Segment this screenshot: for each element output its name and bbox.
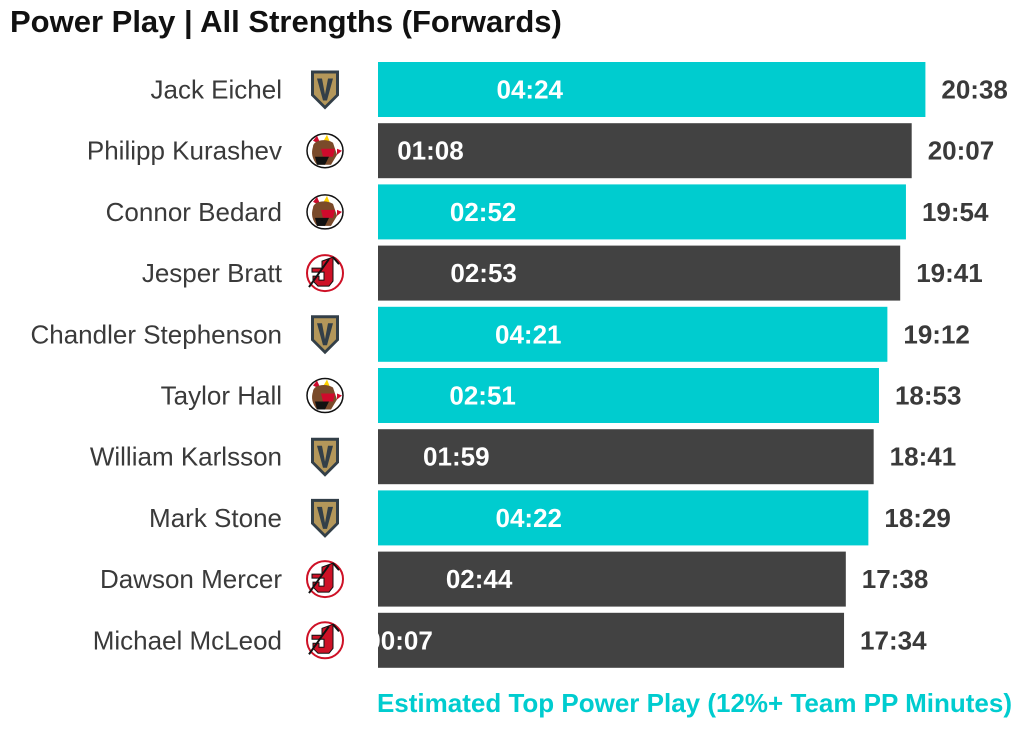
njd-logo-icon xyxy=(306,621,344,660)
chi-logo-icon xyxy=(306,132,344,169)
pp-time-label: 00:07 xyxy=(366,625,433,655)
pp-time-label: 02:51 xyxy=(449,381,516,411)
njd-logo-icon xyxy=(306,254,344,293)
pp-time-label: 01:59 xyxy=(423,442,490,472)
pp-time-label: 01:08 xyxy=(397,136,464,166)
bar xyxy=(378,612,845,668)
pp-time-label: 02:44 xyxy=(446,564,513,594)
total-time-label: 20:38 xyxy=(941,75,1008,105)
category-label: Jesper Bratt xyxy=(142,258,283,288)
bar xyxy=(378,123,912,179)
vgk-logo-icon xyxy=(311,498,339,538)
total-time-label: 19:12 xyxy=(903,319,970,349)
category-label: Mark Stone xyxy=(149,503,282,533)
footnote: Estimated Top Power Play (12%+ Team PP M… xyxy=(376,688,1012,718)
bar xyxy=(378,368,879,423)
bar xyxy=(378,551,846,607)
total-time-label: 18:29 xyxy=(884,503,951,533)
category-label: Michael McLeod xyxy=(93,625,282,655)
total-time-label: 18:53 xyxy=(895,381,962,411)
category-label: Taylor Hall xyxy=(161,381,282,411)
vgk-logo-icon xyxy=(311,437,339,477)
chi-logo-icon xyxy=(306,194,344,230)
chart-title: Power Play | All Strengths (Forwards) xyxy=(10,4,562,39)
bar xyxy=(378,490,869,546)
pp-time-label: 02:52 xyxy=(450,197,517,227)
vgk-logo-icon xyxy=(311,315,339,355)
bar xyxy=(378,245,901,301)
total-time-label: 19:41 xyxy=(916,258,983,288)
bar xyxy=(378,429,874,485)
category-label: William Karlsson xyxy=(90,442,282,472)
bar xyxy=(378,184,906,240)
vgk-logo-icon xyxy=(311,70,339,110)
category-label: Dawson Mercer xyxy=(100,564,282,594)
total-time-label: 19:54 xyxy=(922,197,989,227)
bar xyxy=(378,62,926,117)
njd-logo-icon xyxy=(306,560,344,599)
total-time-label: 17:38 xyxy=(862,564,929,594)
category-label: Philipp Kurashev xyxy=(87,136,282,166)
chi-logo-icon xyxy=(306,377,344,414)
pp-time-label: 04:22 xyxy=(495,503,562,533)
pp-time-label: 04:21 xyxy=(495,319,562,349)
total-time-label: 20:07 xyxy=(928,136,995,166)
pp-time-label: 04:24 xyxy=(497,75,564,105)
pp-time-label: 02:53 xyxy=(450,258,517,288)
total-time-label: 17:34 xyxy=(860,625,927,655)
total-time-label: 18:41 xyxy=(890,442,957,472)
bar xyxy=(378,306,888,362)
category-label: Chandler Stephenson xyxy=(30,319,282,349)
category-label: Jack Eichel xyxy=(151,75,283,105)
category-label: Connor Bedard xyxy=(106,197,282,227)
